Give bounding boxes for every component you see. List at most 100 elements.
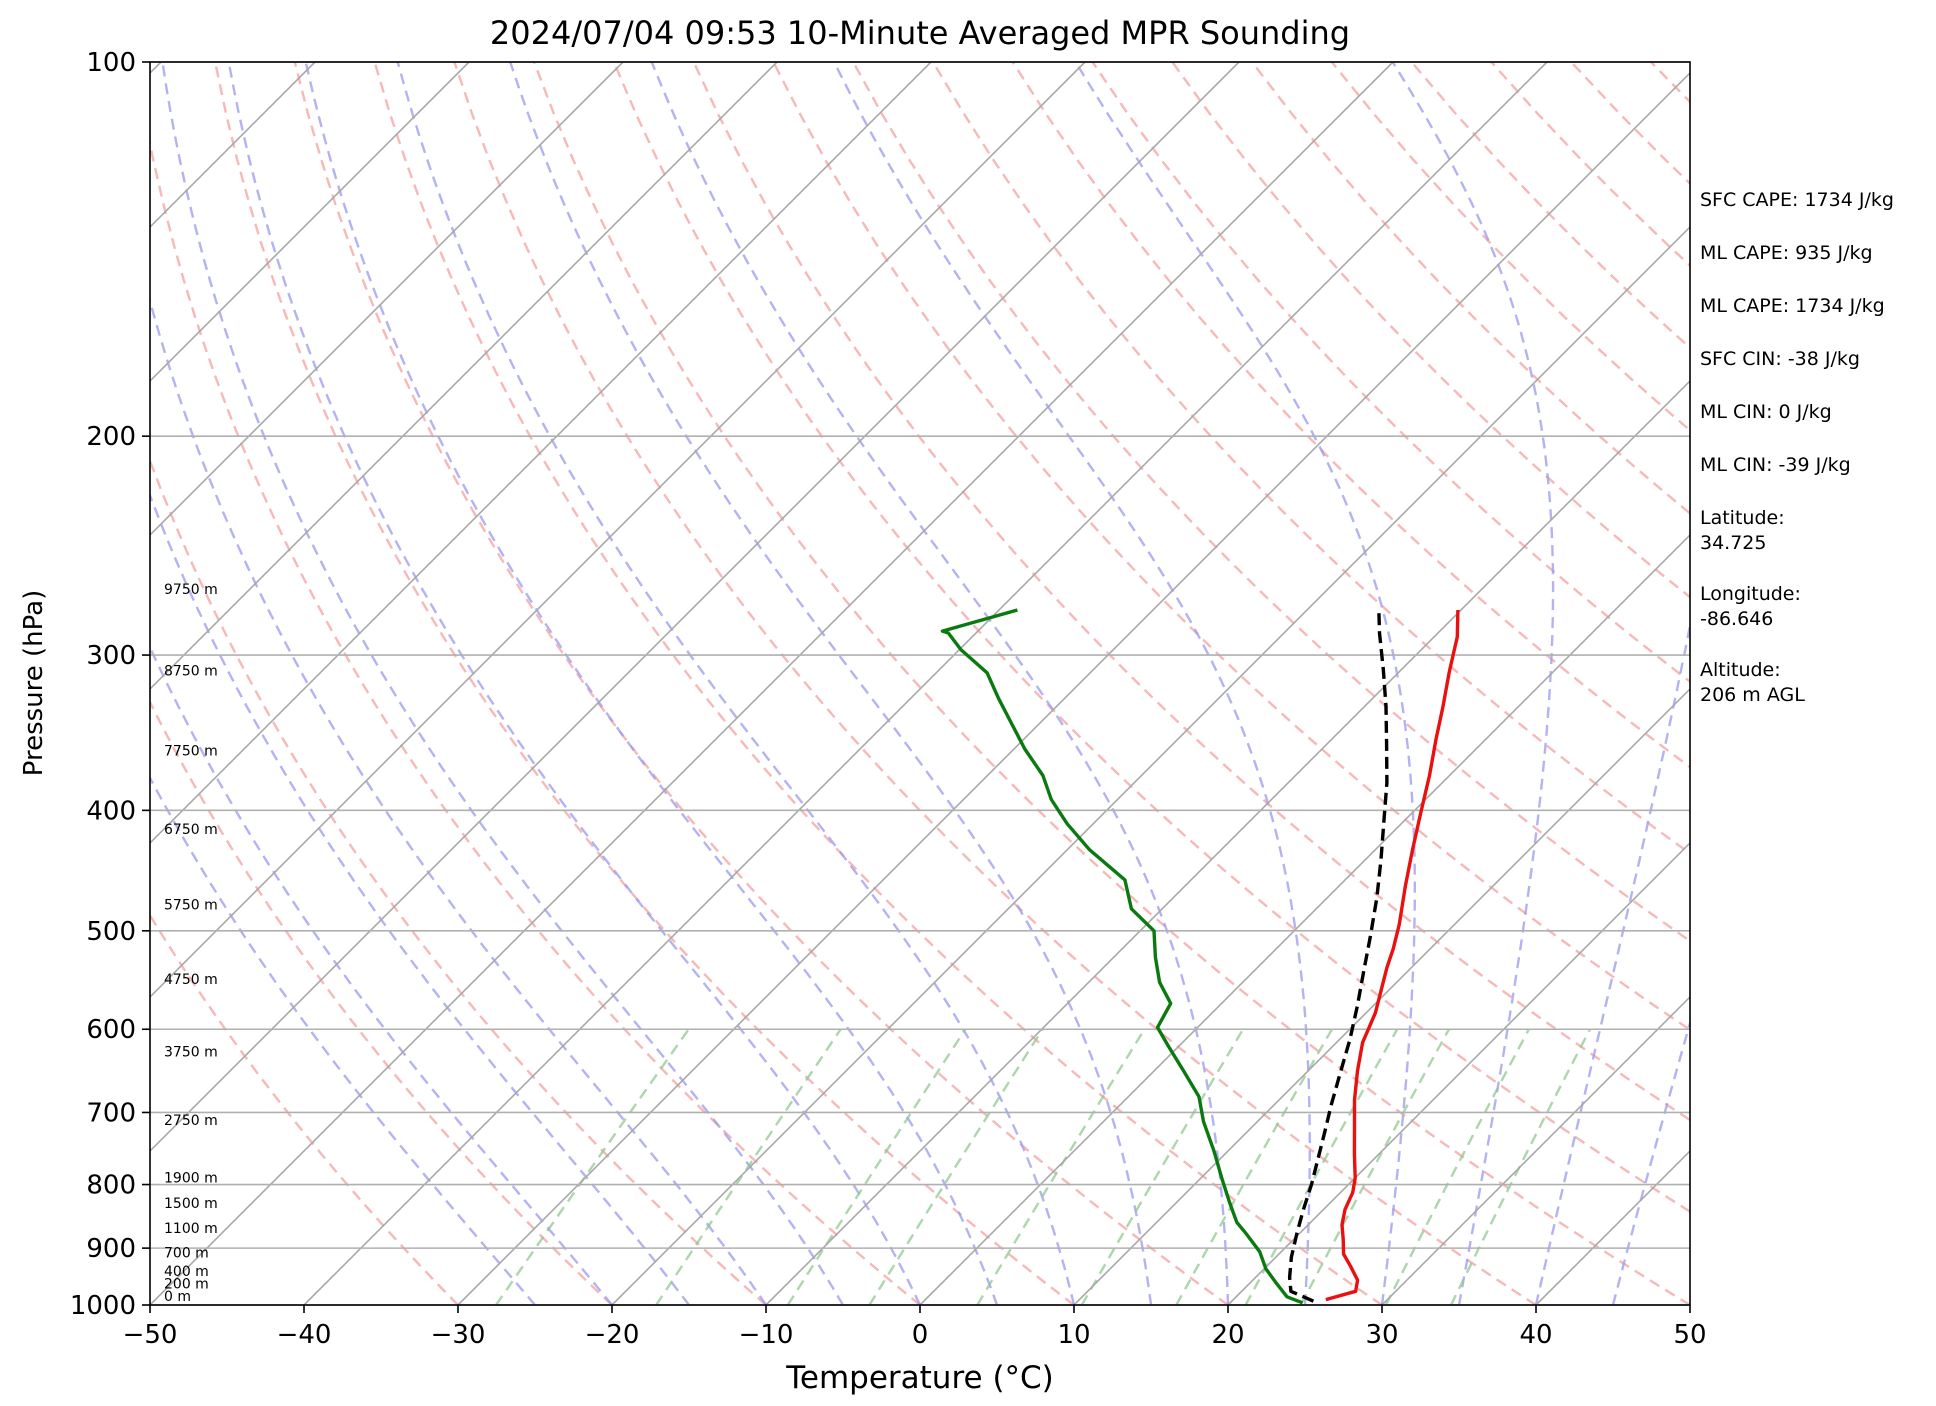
isotherm-line (303, 62, 1548, 1305)
height-label: 8750 m (164, 664, 218, 680)
y-tick-label: 900 (86, 1234, 136, 1264)
dry-adiabat-line (453, 62, 1537, 1305)
mixing-ratio-line (655, 1028, 842, 1305)
sfc-cape: SFC CAPE: 1734 J/kg (1700, 189, 1894, 211)
x-tick-label: 50 (1673, 1320, 1706, 1350)
height-label: 7750 m (164, 743, 218, 759)
isotherm-line (150, 62, 1394, 1305)
latitude-value: 34.725 (1700, 532, 1767, 554)
height-label: 1900 m (164, 1171, 218, 1187)
isotherm-line (150, 62, 470, 383)
height-label: 1100 m (164, 1221, 218, 1237)
moist-adiabat-line (304, 62, 999, 1305)
y-axis-ticks: 1000 900 800 700 600 500 400 300 200 100 (70, 48, 150, 1321)
moist-adiabat-line (1391, 62, 1555, 1305)
dry-adiabat-line (150, 699, 613, 1305)
parcel-path-line (1287, 611, 1389, 1303)
x-tick-label: −30 (431, 1320, 486, 1350)
moist-adiabat-line (150, 644, 613, 1305)
ml-cin-second: ML CIN: -39 J/kg (1700, 454, 1851, 476)
x-tick-label: −50 (123, 1320, 178, 1350)
y-tick-label: 400 (86, 796, 136, 826)
isotherm-line (1073, 687, 1690, 1305)
x-tick-label: 20 (1211, 1320, 1244, 1350)
x-axis-label: Temperature (°C) (785, 1360, 1054, 1396)
moist-adiabat-line (833, 62, 1312, 1305)
dry-adiabat-line (692, 62, 1690, 1122)
height-label: 4750 m (164, 972, 218, 988)
x-tick-label: 0 (912, 1320, 929, 1350)
height-label: 0 m (164, 1289, 191, 1305)
dry-adiabat-line (213, 62, 1075, 1305)
y-tick-label: 300 (86, 641, 136, 671)
moist-adiabat-line (650, 62, 1230, 1305)
moist-adiabat-line (396, 62, 1076, 1305)
y-tick-label: 700 (86, 1098, 136, 1128)
isotherm-line (150, 62, 778, 691)
moist-adiabat-line (1534, 619, 1690, 1305)
x-tick-label: −20 (585, 1320, 640, 1350)
isotherm-line (1227, 841, 1690, 1305)
altitude-block: Altitude: 206 m AGL (1700, 658, 1930, 708)
mixing-ratio-line (868, 1028, 1044, 1305)
longitude-block: Longitude: -86.646 (1700, 582, 1930, 632)
ml-cape: ML CAPE: 935 J/kg (1700, 242, 1873, 264)
dry-adiabat-line (1091, 62, 1690, 684)
moist-adiabat-line (1074, 62, 1417, 1305)
moist-adiabat-line (150, 492, 690, 1305)
ml-cape-second: ML CAPE: 1734 J/kg (1700, 295, 1885, 317)
y-tick-label: 500 (86, 917, 136, 947)
moist-adiabat-line (1611, 1018, 1690, 1305)
moist-adiabat-line (150, 775, 536, 1305)
dry-adiabat-line (532, 62, 1690, 1305)
series-layer (940, 608, 1460, 1305)
isotherm-line (0, 62, 7, 1305)
altitude-value: 206 m AGL (1700, 684, 1805, 706)
dry-adiabat-line (150, 457, 767, 1305)
background-lines (0, 62, 1690, 1305)
altitude-label: Altitude: (1700, 659, 1781, 681)
mixing-ratio-line (1299, 1028, 1451, 1305)
plot-frame (149, 61, 1691, 1306)
height-label: 1500 m (164, 1196, 218, 1212)
ml-cin: ML CIN: 0 J/kg (1700, 401, 1832, 423)
mixing-ratio-line (1080, 1028, 1245, 1305)
y-tick-label: 100 (86, 48, 136, 78)
isotherm-line (150, 62, 1086, 999)
moist-adiabat-line (227, 62, 922, 1305)
height-label: 9750 m (164, 582, 218, 598)
dry-adiabat-line (150, 137, 921, 1305)
y-tick-label: 800 (86, 1171, 136, 1201)
height-label: 700 m (164, 1246, 209, 1262)
longitude-label: Longitude: (1700, 583, 1801, 605)
height-label: 3750 m (164, 1045, 218, 1061)
dry-adiabat-line (852, 62, 1690, 943)
x-tick-label: 10 (1057, 1320, 1090, 1350)
isotherm-line (765, 379, 1690, 1305)
dry-adiabat-line (373, 62, 1383, 1305)
isotherm-line (150, 62, 932, 845)
height-label: 200 m (164, 1276, 209, 1292)
x-tick-label: −10 (739, 1320, 794, 1350)
x-tick-label: 30 (1365, 1320, 1398, 1350)
x-tick-label: 40 (1519, 1320, 1552, 1350)
longitude-value: -86.646 (1700, 608, 1774, 630)
moist-adiabat-line (150, 296, 767, 1305)
dry-adiabat-line (150, 913, 459, 1305)
x-tick-label: −40 (277, 1320, 332, 1350)
sounding-info-panel: SFC CAPE: 1734 J/kg ML CAPE: 935 J/kg ML… (1700, 188, 1930, 734)
pressure-gridlines (150, 61, 1690, 1306)
mixing-ratio-line (786, 1028, 967, 1305)
isotherm-line (457, 71, 1690, 1305)
mixing-ratio-line (1175, 1028, 1334, 1305)
height-label: 2750 m (164, 1113, 218, 1129)
isotherm-line (611, 225, 1690, 1305)
dry-adiabat-line (772, 62, 1690, 1032)
mixing-ratio-line (976, 1028, 1146, 1305)
height-label: 5750 m (164, 897, 218, 913)
height-label: 6750 m (164, 822, 218, 838)
chart-title: 2024/07/04 09:53 10-Minute Averaged MPR … (490, 14, 1350, 52)
dewpoint-profile-line (940, 608, 1304, 1305)
